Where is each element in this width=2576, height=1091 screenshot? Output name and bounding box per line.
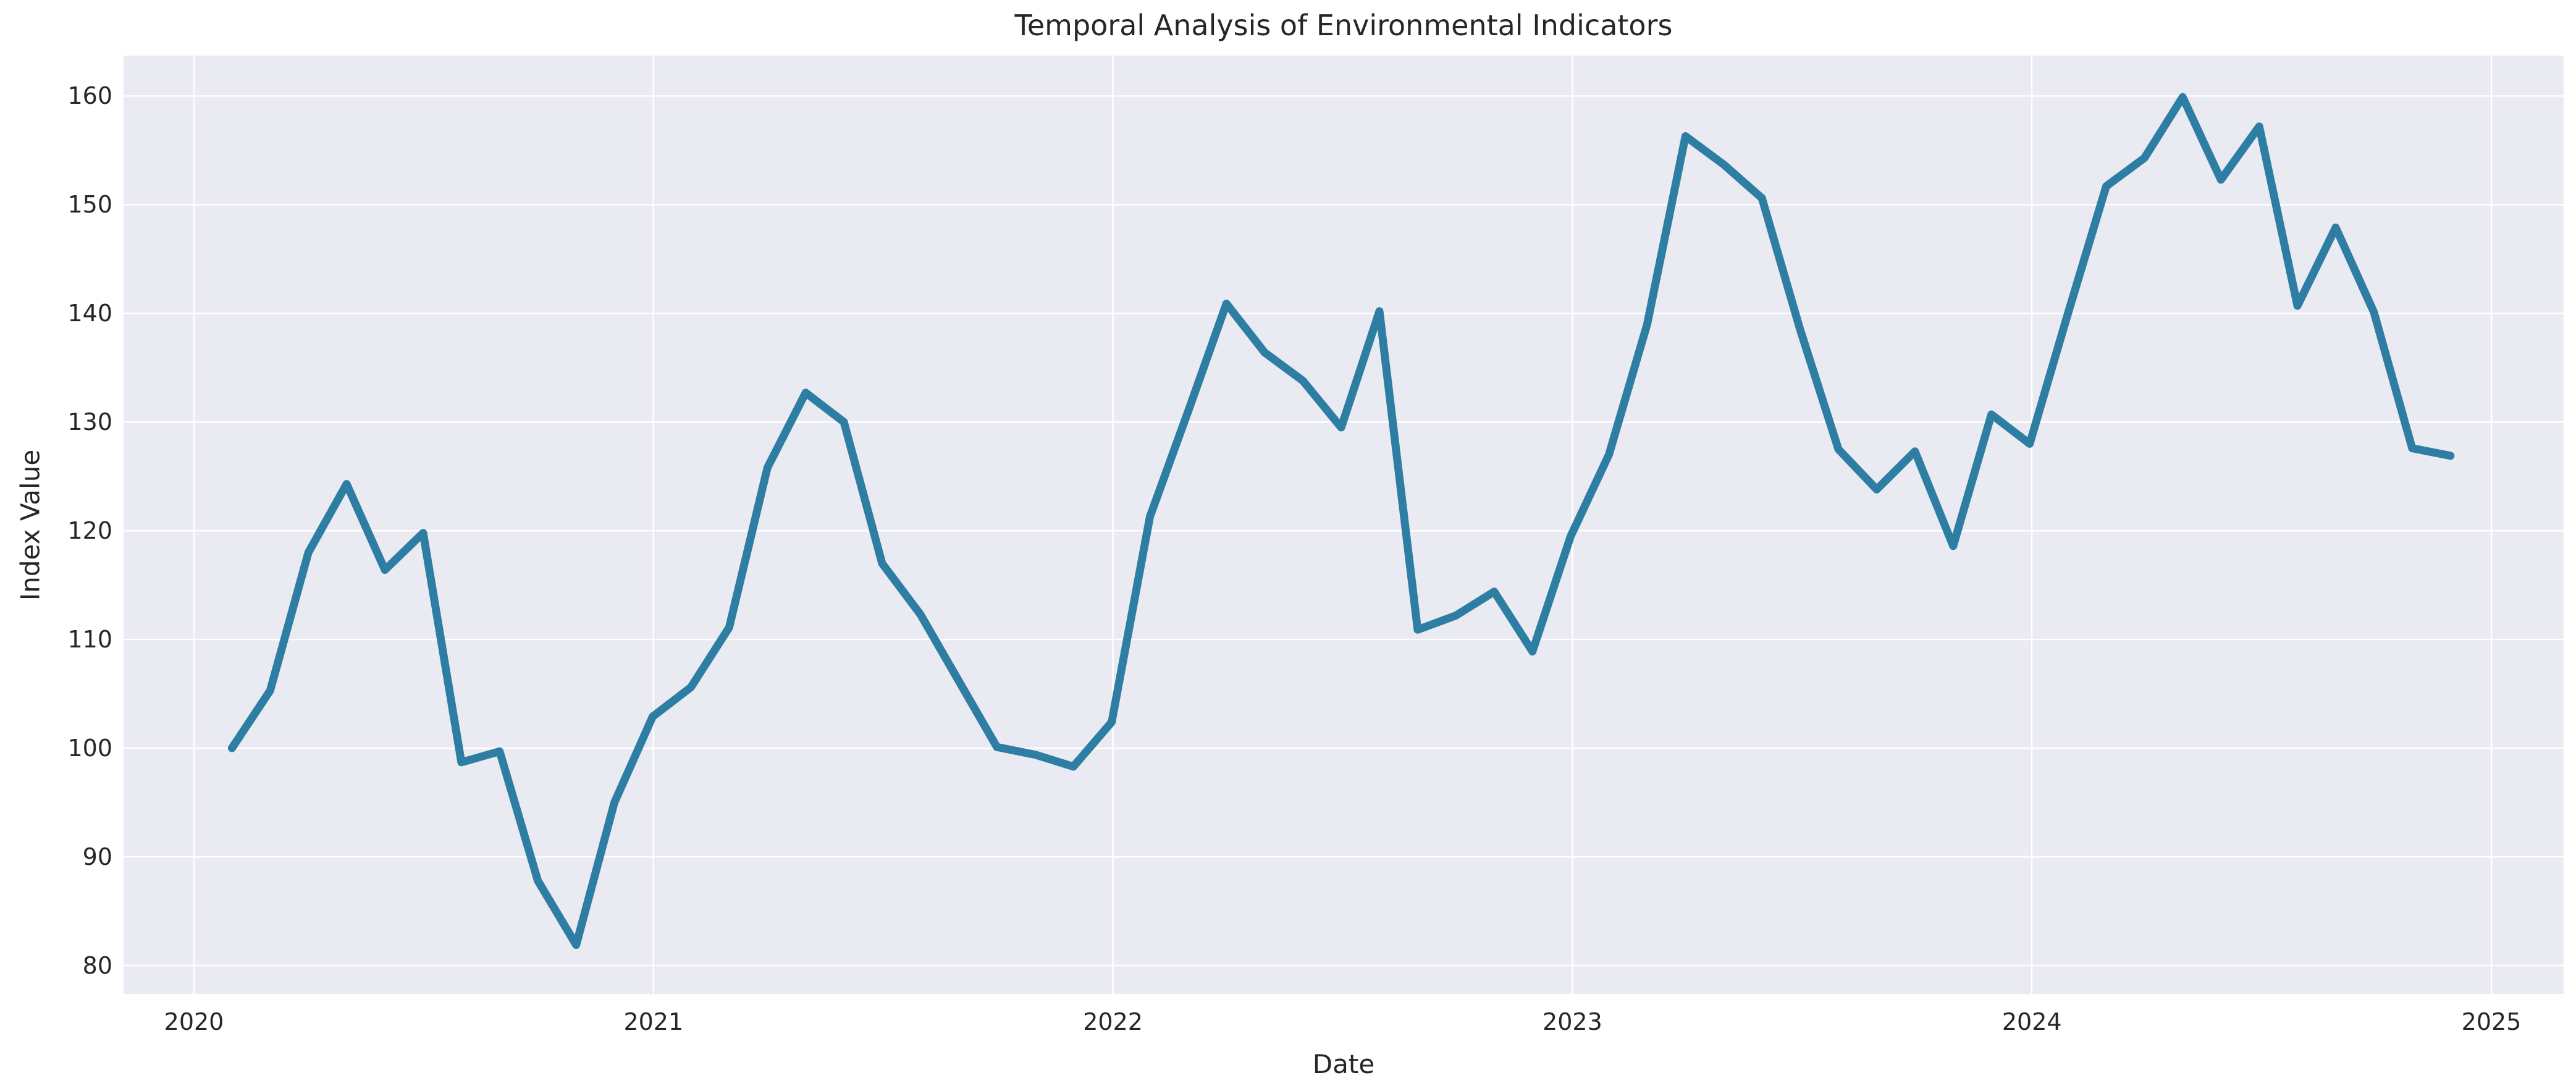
x-tick-label: 2021 bbox=[623, 1008, 684, 1035]
chart-title: Temporal Analysis of Environmental Indic… bbox=[1014, 9, 1673, 42]
y-tick-label: 160 bbox=[67, 82, 112, 110]
x-tick-label: 2020 bbox=[164, 1008, 224, 1035]
y-tick-label: 140 bbox=[67, 300, 112, 327]
y-tick-label: 120 bbox=[67, 517, 112, 545]
y-tick-label: 130 bbox=[67, 408, 112, 436]
y-tick-label: 150 bbox=[67, 191, 112, 219]
y-tick-label: 110 bbox=[67, 626, 112, 654]
x-tick-label: 2024 bbox=[2001, 1008, 2062, 1035]
x-tick-label: 2025 bbox=[2461, 1008, 2522, 1035]
plot-background bbox=[124, 56, 2564, 994]
x-tick-label: 2023 bbox=[1543, 1008, 1602, 1035]
y-tick-label: 80 bbox=[82, 951, 112, 979]
chart-canvas bbox=[124, 56, 2564, 994]
y-tick-label: 100 bbox=[67, 735, 112, 762]
y-tick-label: 90 bbox=[82, 843, 112, 870]
x-tick-label: 2022 bbox=[1083, 1008, 1143, 1035]
line-series bbox=[227, 93, 2455, 949]
y-axis-label: Index Value bbox=[15, 449, 46, 601]
plot-area bbox=[124, 56, 2564, 994]
x-axis-label: Date bbox=[1312, 1049, 1375, 1079]
